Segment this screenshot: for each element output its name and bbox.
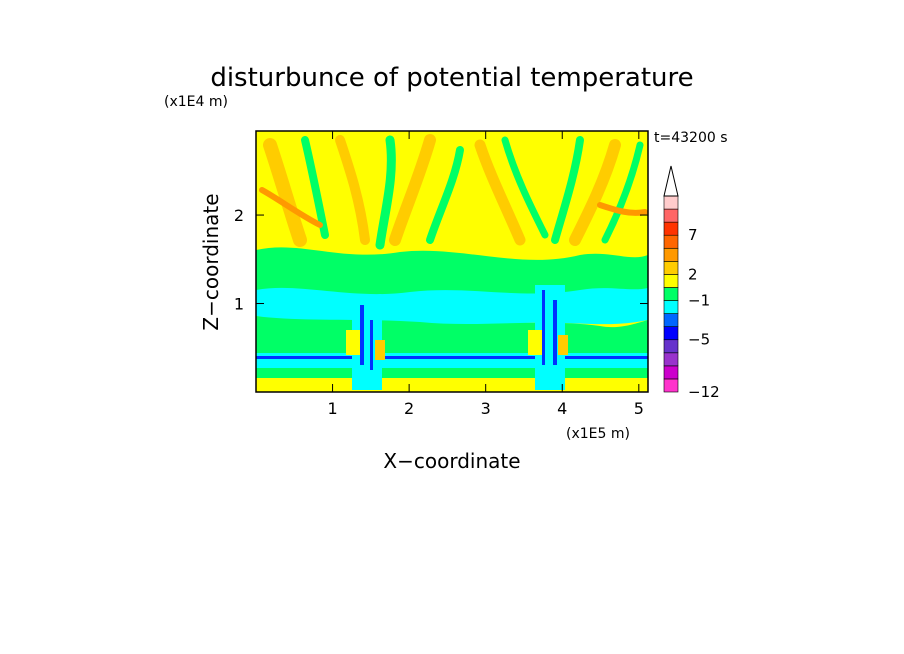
y-tick-label: 1 [234, 295, 244, 314]
contour-field [256, 131, 648, 392]
colorbar-segment [663, 326, 679, 341]
y-axis-label: Z−coordinate [199, 193, 223, 330]
x-tick-label: 4 [557, 399, 567, 418]
plot-frame [255, 130, 649, 393]
colorbar-segment [663, 208, 679, 223]
mountain-perturbation-right [528, 285, 568, 390]
colorbar-tick-label: −1 [688, 292, 710, 310]
x-tick-label: 1 [327, 399, 337, 418]
colorbar-segment [663, 287, 679, 301]
yellow-surface [256, 378, 648, 392]
colorbar-segment [663, 261, 679, 275]
colorbar: −12−5−127 [663, 165, 720, 401]
colorbar-segment [663, 195, 679, 210]
chart-title: disturbunce of potential temperature [210, 63, 693, 93]
colorbar-tick-label: 7 [688, 226, 698, 244]
colorbar-segment [663, 339, 679, 354]
colorbar-segment [663, 378, 679, 393]
colorbar-tick-label: −5 [688, 331, 710, 349]
colorbar-extend-arrow [663, 165, 679, 197]
cyan-layer-bottom [256, 353, 648, 368]
time-label: t=43200 s [654, 130, 728, 146]
x-axis: 1 2 3 4 5 [327, 131, 644, 418]
y-unit-label: (x1E4 m) [164, 94, 228, 110]
y-axis: 12 [234, 206, 648, 314]
colorbar-segment [663, 365, 679, 380]
x-axis-label: X−coordinate [383, 449, 520, 473]
x-unit-label: (x1E5 m) [566, 426, 630, 442]
y-tick-label: 2 [234, 206, 244, 225]
colorbar-segment [663, 247, 679, 262]
colorbar-segment [663, 313, 679, 327]
colorbar-segment [663, 234, 679, 249]
colorbar-segment [663, 300, 679, 314]
colorbar-tick-label: 2 [688, 265, 698, 283]
colorbar-segment [663, 274, 679, 288]
x-tick-label: 3 [481, 399, 491, 418]
colorbar-tick-label: −12 [688, 383, 720, 401]
mountain-perturbation-left [346, 300, 385, 390]
green-band-surface [256, 368, 648, 378]
x-tick-label: 5 [634, 399, 644, 418]
blue-inversion-line [256, 356, 648, 359]
colorbar-segment [663, 352, 679, 367]
x-tick-label: 2 [404, 399, 414, 418]
colorbar-segment [663, 221, 679, 236]
wave-streaks [259, 134, 648, 250]
